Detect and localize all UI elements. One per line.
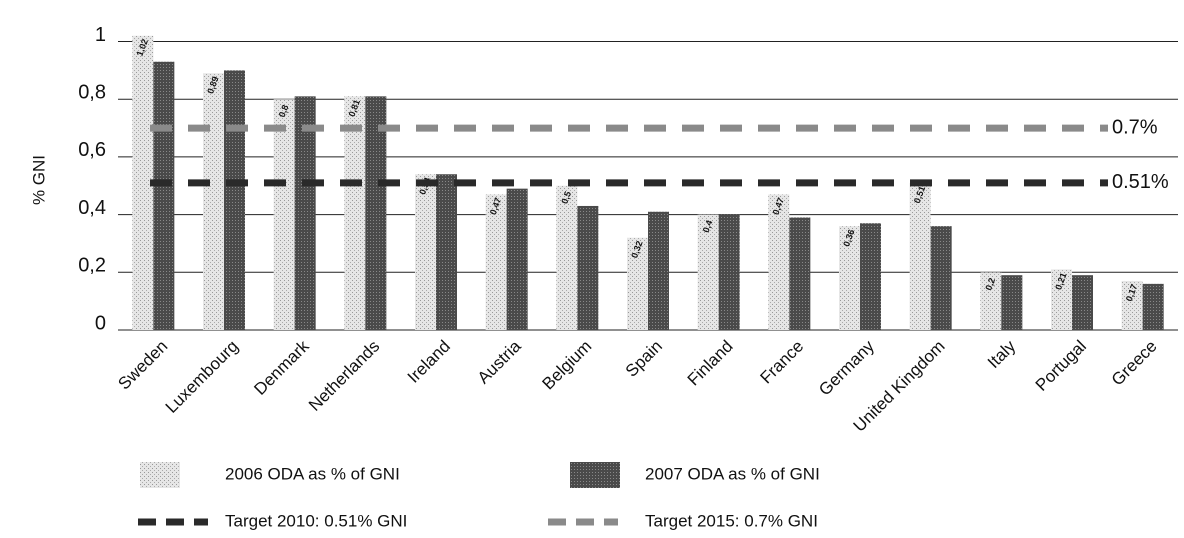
x-tick-label: Sweden: [114, 337, 171, 394]
value-label: 0,4: [701, 219, 715, 234]
x-tick-label: Finland: [684, 337, 737, 390]
y-tick-label: 1: [95, 24, 106, 46]
x-tick-label: Germany: [815, 336, 878, 399]
legend-swatch: [570, 462, 620, 488]
bar: [436, 174, 457, 330]
bar: [153, 61, 175, 330]
bar: [203, 73, 224, 331]
bar: [1142, 283, 1164, 330]
value-label: 0,5: [559, 190, 573, 205]
bar: [718, 214, 740, 330]
bar: [273, 99, 295, 330]
x-tick-label: Denmark: [250, 336, 313, 399]
y-axis-label: % GNI: [29, 155, 48, 205]
bar: [506, 188, 528, 330]
bar: [294, 96, 316, 330]
bar: [930, 226, 952, 330]
bar: [768, 194, 790, 330]
x-tick-label: Ireland: [404, 337, 454, 387]
y-tick-label: 0,4: [78, 197, 106, 219]
x-tick-label: Portugal: [1032, 337, 1090, 395]
bar: [1001, 275, 1023, 330]
y-tick-label: 0,8: [78, 82, 106, 104]
y-tick-label: 0: [95, 312, 106, 334]
bar: [485, 194, 507, 330]
bar: [1121, 280, 1143, 330]
x-tick-label: Belgium: [538, 337, 595, 394]
legend-label: 2007 ODA as % of GNI: [645, 464, 820, 483]
bar: [577, 205, 599, 330]
x-tick-label: Netherlands: [305, 337, 383, 415]
legend-label: Target 2015: 0.7% GNI: [645, 511, 818, 530]
bar: [556, 185, 578, 330]
target-label: 0.51%: [1112, 171, 1169, 193]
bar: [224, 70, 245, 330]
x-tick-label: France: [756, 337, 807, 388]
bar: [344, 96, 366, 330]
legend-swatch: [140, 462, 180, 488]
bar: [789, 217, 811, 330]
x-tick-label: Austria: [474, 336, 525, 387]
bar: [415, 174, 436, 330]
bar: [697, 214, 719, 330]
target-label: 0.7%: [1112, 116, 1158, 138]
legend-label: 2006 ODA as % of GNI: [225, 464, 400, 483]
bar: [627, 237, 648, 330]
bar: [909, 182, 931, 330]
value-label: 0,8: [277, 103, 291, 118]
x-tick-label: Spain: [622, 337, 666, 381]
bar: [839, 226, 860, 330]
bar: [980, 272, 1002, 330]
y-tick-label: 0,2: [78, 255, 106, 277]
bar: [1051, 269, 1072, 330]
bar: [860, 223, 881, 330]
x-tick-label: Luxembourg: [162, 337, 242, 417]
bar: [1072, 275, 1093, 330]
bar: [132, 35, 154, 331]
bar: [365, 96, 387, 330]
x-tick-label: Italy: [984, 336, 1020, 372]
legend-label: Target 2010: 0.51% GNI: [225, 511, 407, 530]
value-label: 0,2: [983, 277, 997, 292]
bar: [648, 211, 669, 330]
x-tick-label: Greece: [1108, 337, 1161, 390]
y-tick-label: 0,6: [78, 139, 106, 161]
